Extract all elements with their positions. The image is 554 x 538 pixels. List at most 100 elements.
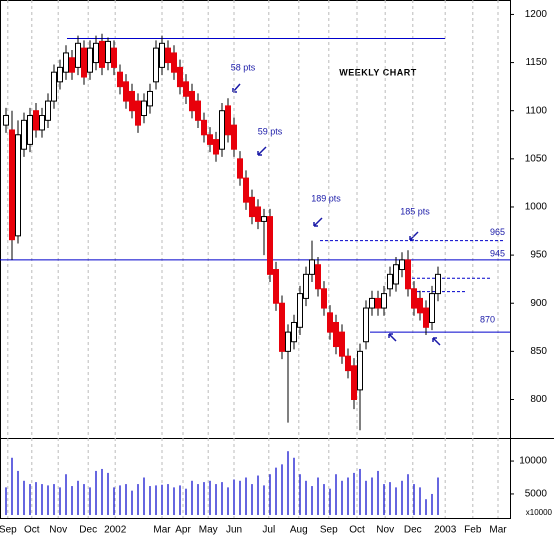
candle-body (39, 115, 45, 131)
candle-body (237, 158, 243, 179)
x-tick-label: May (199, 525, 218, 536)
candle-body (105, 40, 111, 64)
candle-body (57, 66, 63, 83)
candle-body (9, 129, 15, 241)
candle-body (279, 302, 285, 352)
candle-body (321, 288, 327, 309)
x-tick-label: Sep (320, 525, 338, 536)
candle-body (177, 66, 183, 88)
candle-body (201, 119, 207, 136)
candle-body (363, 307, 369, 343)
candle-body (273, 269, 279, 304)
annotation: 189 pts (311, 193, 341, 203)
arrows (232, 83, 441, 346)
candle-body (207, 134, 213, 145)
candle-body (159, 42, 165, 68)
y-tick-label: 1000 (525, 202, 548, 213)
candle-body (225, 105, 231, 136)
candle-body (141, 100, 147, 117)
candle-body (111, 47, 117, 68)
x-tick-label: Jun (226, 525, 242, 536)
candle-body (417, 297, 423, 314)
candle-body (99, 40, 105, 68)
candle-body (291, 321, 297, 343)
x-tick-label: Sep (0, 525, 17, 536)
y-tick-label: 850 (530, 346, 547, 357)
candle-body (351, 365, 357, 400)
reference-label: 965 (490, 227, 505, 237)
x-tick-label: Nov (376, 525, 394, 536)
x-tick-label: Mar (153, 525, 171, 536)
candle-body (147, 90, 153, 107)
candle-body (315, 264, 321, 290)
y-tick-label: 950 (530, 250, 547, 261)
candle-body (297, 293, 303, 328)
candle-body (249, 196, 255, 218)
candle-body (285, 331, 291, 352)
candle-body (27, 115, 33, 145)
candle-body (3, 115, 9, 126)
candle-body (69, 57, 75, 73)
candle-body (171, 52, 177, 73)
candle-body (87, 47, 93, 73)
candle-body (405, 259, 411, 290)
annotation: 185 pts (400, 206, 430, 216)
candle-body (381, 293, 387, 309)
candle-body (45, 100, 51, 121)
candle-body (183, 81, 189, 97)
y-tick-label: 1100 (525, 105, 547, 116)
candle-body (435, 273, 441, 295)
candle-body (267, 216, 273, 275)
candle-body (189, 90, 195, 112)
volume-tick-label: 10000 (519, 456, 547, 467)
x-tick-label: Feb (464, 525, 482, 536)
x-tick-label: 2003 (434, 525, 457, 536)
y-tick-label: 1200 (525, 9, 548, 20)
volume-tick-label: 5000 (525, 489, 548, 500)
candle-body (309, 259, 315, 275)
x-tick-label: 2002 (104, 525, 127, 536)
candle-body (393, 264, 399, 285)
candle-body (231, 124, 237, 150)
candle-body (327, 312, 333, 333)
candle-body (303, 273, 309, 299)
candle-body (243, 177, 249, 203)
y-tick-label: 900 (530, 298, 547, 309)
annotation: 58 pts (231, 62, 256, 72)
candle-body (399, 259, 405, 271)
candle-body (165, 47, 171, 64)
annotation: 59 pts (258, 126, 283, 136)
candle-body (369, 297, 375, 309)
chart-title: WEEKLY CHART (339, 67, 417, 77)
candle-body (75, 42, 81, 68)
candle-body (261, 216, 267, 222)
candle-body (63, 52, 69, 73)
candle-body (135, 100, 141, 126)
x-tick-label: Oct (349, 525, 365, 536)
candle-body (213, 139, 219, 155)
candle-body (333, 321, 339, 348)
candle-body (357, 350, 363, 391)
candle-body (33, 110, 39, 131)
candle-body (429, 293, 435, 323)
candle-body (51, 71, 57, 102)
candle-body (345, 355, 351, 372)
candle-body (375, 297, 381, 309)
x-tick-label: Nov (49, 525, 67, 536)
x-tick-label: Mar (489, 525, 507, 536)
candle-body (195, 100, 201, 121)
candle-body (15, 134, 21, 237)
candle-body (219, 110, 225, 150)
x-tick-label: Aug (290, 525, 308, 536)
candle-body (117, 71, 123, 88)
y-tick-label: 1150 (525, 57, 547, 68)
x-tick-label: Jul (262, 525, 275, 536)
candle-body (387, 273, 393, 290)
x-tick-label: Oct (24, 525, 40, 536)
candle-body (21, 119, 27, 150)
candle-body (339, 331, 345, 357)
y-tick-label: 1050 (525, 153, 548, 164)
x-tick-label: Apr (175, 525, 191, 536)
candle-body (255, 206, 261, 222)
